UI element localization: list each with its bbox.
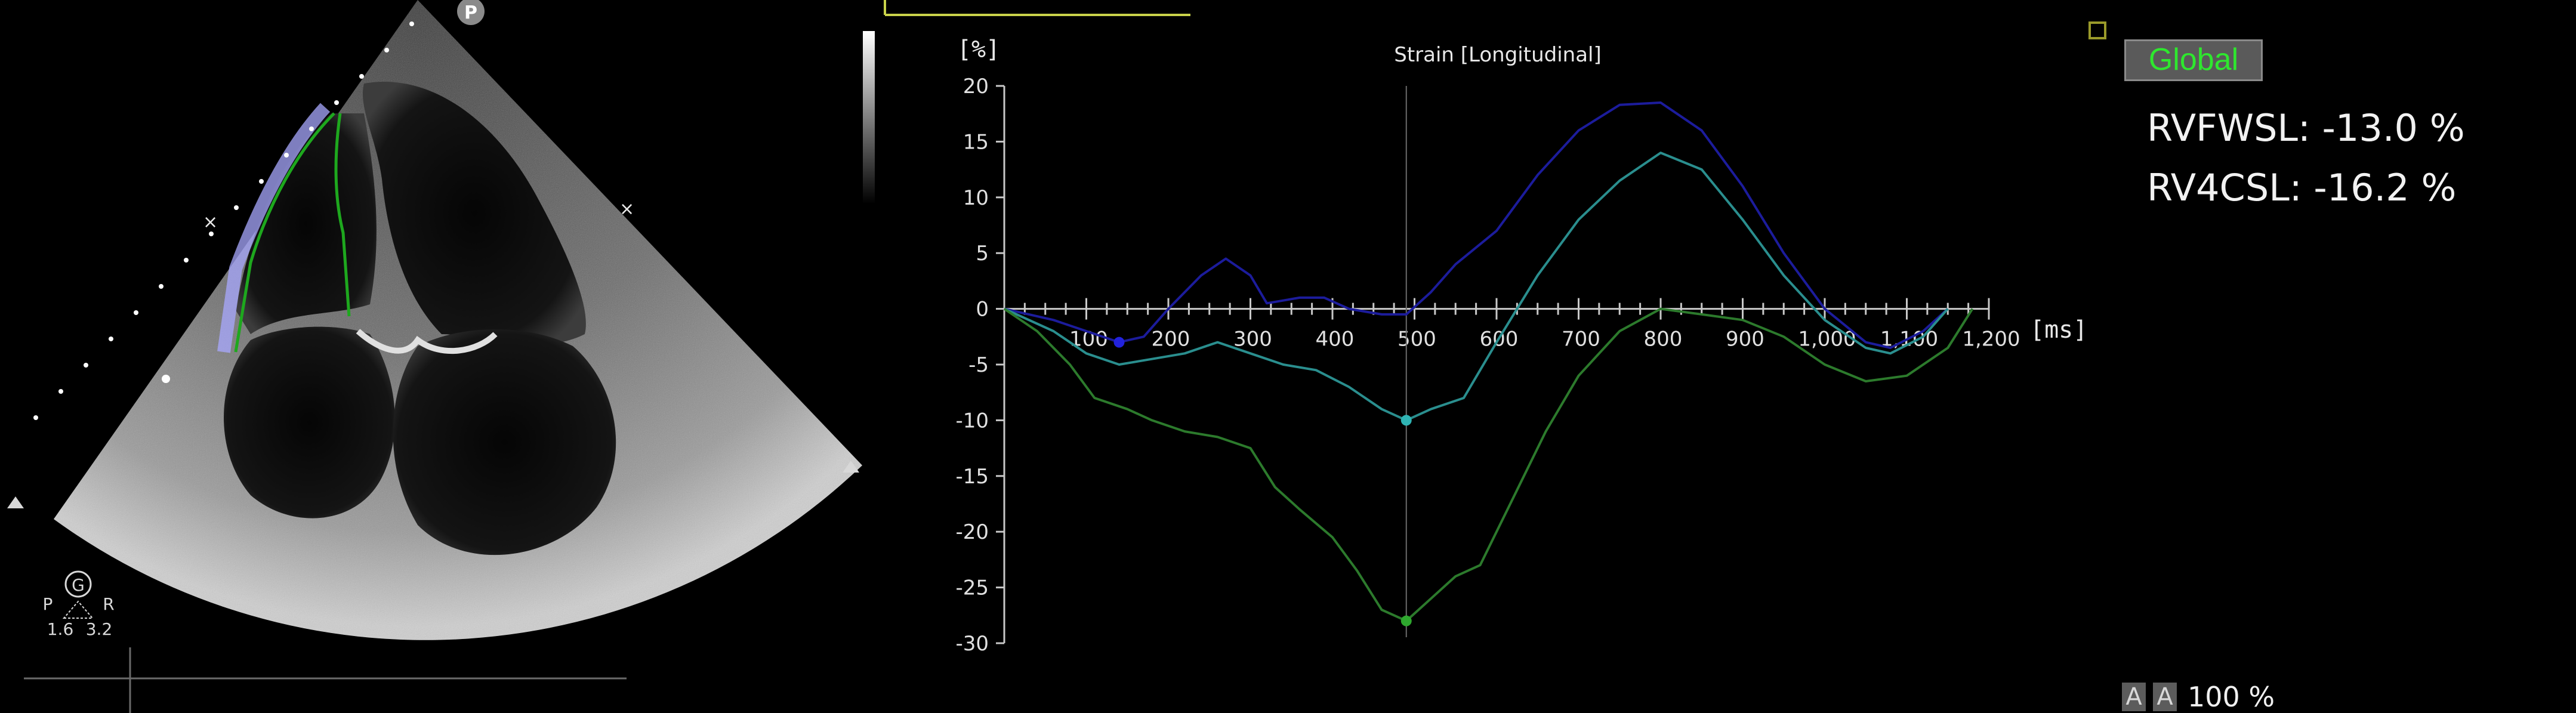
y-tick-label: -15 <box>955 465 989 489</box>
rv4csl-value: RV4CSL: -16.2 % <box>2147 166 2457 209</box>
lateral-marker-right: × <box>619 199 634 220</box>
peak-marker-3[interactable] <box>1400 615 1412 626</box>
grayscale-bar <box>863 31 875 204</box>
rv-trace-outer <box>234 112 335 353</box>
x-tick-label: 1,200 <box>1962 328 2020 351</box>
zoom-controls: A A 100 % <box>2122 681 2275 713</box>
y-axis-label: [%] <box>957 36 1000 63</box>
left-edge-marker <box>7 496 24 508</box>
x-tick-label: 500 <box>1397 328 1436 351</box>
rv-trace-inner <box>334 113 351 317</box>
probe-scale-right: 3.2 <box>86 619 113 639</box>
right-ventricle-cavity <box>236 113 377 334</box>
x-tick-label: 300 <box>1233 328 1272 351</box>
probe-left-label: P <box>43 594 53 614</box>
x-tick-label: 400 <box>1316 328 1355 351</box>
chart-title: Strain [Longitudinal] <box>1394 43 1602 67</box>
chart-series <box>1003 101 1974 622</box>
left-atrium-cavity <box>393 329 616 555</box>
y-tick-label: -5 <box>968 353 989 377</box>
y-tick-label: -25 <box>955 576 989 600</box>
rvfwsl-value: RVFWSL: -13.0 % <box>2147 106 2465 150</box>
probe-right-label: R <box>103 594 114 614</box>
font-decrease-button[interactable]: A <box>2122 683 2146 711</box>
y-tick-label: 15 <box>963 130 989 154</box>
depth-markers <box>33 21 414 420</box>
y-tick-label: -30 <box>955 632 989 656</box>
strain-curve-1 <box>1004 101 1949 349</box>
y-tick-label: 20 <box>963 75 989 98</box>
strain-curve-2 <box>1004 152 1949 422</box>
x-tick-label: 800 <box>1644 328 1683 351</box>
right-edge-marker <box>843 461 859 473</box>
strain-curve-3 <box>1003 307 1974 622</box>
font-increase-button[interactable]: A <box>2153 683 2177 711</box>
valve-echo <box>356 329 498 354</box>
x-tick-label: 200 <box>1152 328 1190 351</box>
right-atrium-cavity <box>224 326 395 518</box>
x-tick-label: 700 <box>1562 328 1600 351</box>
peak-marker-2[interactable] <box>1400 415 1412 426</box>
y-tick-label: -20 <box>955 520 989 544</box>
probe-letter: G <box>72 575 85 595</box>
x-tick-label: 900 <box>1726 328 1764 351</box>
orientation-marker <box>457 0 485 25</box>
chart-axes <box>1003 86 1989 643</box>
probe-scale-left: 1.6 <box>47 619 74 639</box>
probe-icon <box>64 570 92 598</box>
y-tick-label: 10 <box>963 186 989 210</box>
zoom-level: 100 % <box>2188 681 2275 713</box>
x-axis-label: [ms] <box>2030 316 2087 344</box>
echo-image: × × P G P R 1.6 3.2 <box>7 0 862 713</box>
y-tick-label: 5 <box>976 242 989 266</box>
y-tick-label: 0 <box>976 298 989 322</box>
orientation-marker-text: P <box>464 2 477 23</box>
y-tick-label: -10 <box>955 409 989 433</box>
global-toggle-checkbox[interactable] <box>2088 21 2106 39</box>
probe-triangle-icon <box>62 600 94 619</box>
global-button[interactable]: Global <box>2124 39 2263 81</box>
chart-markers <box>1113 337 1412 626</box>
rv-wall-highlight <box>217 103 331 353</box>
x-tick-label: 1,000 <box>1798 328 1856 351</box>
lateral-marker-left: × <box>203 212 218 233</box>
strain-chart: Strain [Longitudinal] [%] [ms] 20 15 10 5 0 -… <box>955 36 2087 656</box>
peak-marker-1[interactable] <box>1113 337 1125 348</box>
left-ventricle-cavity <box>362 81 586 345</box>
